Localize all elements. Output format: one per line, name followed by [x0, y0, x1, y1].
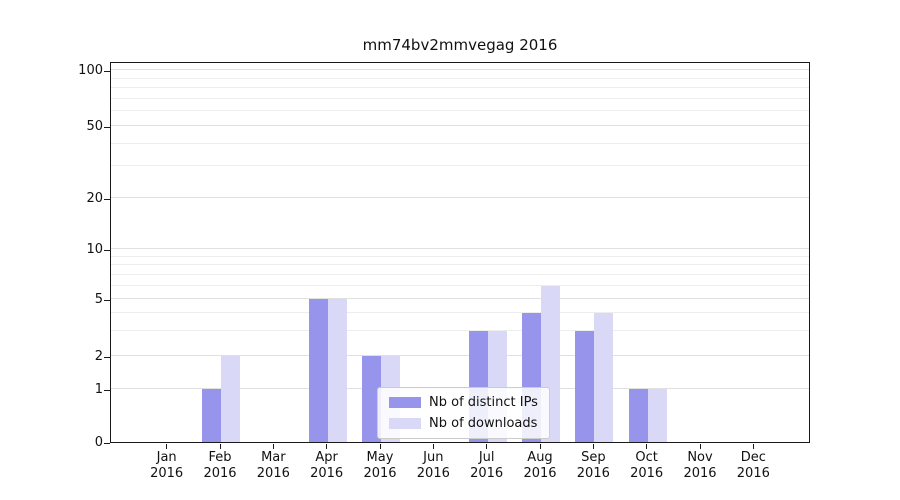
bar-nb-of-distinct-ips — [628, 389, 648, 442]
x-tick-label: Dec 2016 — [736, 450, 770, 481]
gridline-40 — [111, 142, 809, 144]
x-tick-label: Sep 2016 — [576, 450, 610, 481]
gridline-7 — [111, 273, 809, 275]
gridline-20 — [111, 197, 809, 198]
gridline-2 — [111, 355, 809, 356]
gridline-4 — [111, 311, 809, 313]
x-tick-label: Jan 2016 — [150, 450, 184, 481]
x-tick-label: Nov 2016 — [683, 450, 717, 481]
x-tick-mark — [219, 444, 221, 449]
gridline-70 — [111, 97, 809, 99]
gridline-5 — [111, 298, 809, 299]
y-tick-label: 5 — [94, 292, 103, 307]
bar-nb-of-downloads — [327, 299, 347, 442]
x-tick-mark — [432, 444, 434, 449]
y-tick-label: 0 — [94, 435, 103, 450]
plot-area — [110, 62, 810, 443]
y-tick-label: 50 — [86, 119, 103, 134]
x-tick-label: Jun 2016 — [416, 450, 450, 481]
gridline-50 — [111, 125, 809, 126]
bar-nb-of-downloads — [594, 312, 614, 442]
legend: Nb of distinct IPs Nb of downloads — [377, 387, 550, 439]
x-tick-mark — [272, 444, 274, 449]
y-tick-mark — [104, 300, 110, 301]
y-tick-mark — [104, 357, 110, 358]
x-tick-mark — [166, 444, 168, 449]
x-tick-mark — [486, 444, 488, 449]
bar-nb-of-distinct-ips — [575, 330, 595, 442]
bar-nb-of-downloads — [647, 389, 667, 442]
gridline-9 — [111, 255, 809, 257]
gridline-90 — [111, 77, 809, 79]
bar-nb-of-distinct-ips — [362, 356, 381, 442]
legend-label: Nb of downloads — [429, 416, 538, 431]
legend-swatch — [389, 397, 421, 408]
bar-nb-of-downloads — [221, 356, 240, 442]
gridline-100 — [111, 69, 809, 70]
y-tick-mark — [104, 71, 110, 72]
legend-label: Nb of distinct IPs — [429, 395, 538, 410]
legend-row: Nb of distinct IPs — [389, 395, 538, 410]
gridline-3 — [111, 329, 809, 331]
bar-nb-of-distinct-ips — [202, 389, 221, 442]
x-tick-label: Oct 2016 — [630, 450, 664, 481]
bar-nb-of-distinct-ips — [308, 299, 328, 442]
legend-swatch — [389, 418, 421, 429]
y-tick-mark — [104, 443, 110, 444]
x-tick-label: Aug 2016 — [523, 450, 557, 481]
y-tick-mark — [104, 250, 110, 251]
x-tick-mark — [646, 444, 648, 449]
x-tick-label: Jul 2016 — [470, 450, 504, 481]
y-tick-mark — [104, 199, 110, 200]
y-tick-mark — [104, 127, 110, 128]
x-tick-mark — [752, 444, 754, 449]
x-tick-mark — [379, 444, 381, 449]
x-tick-label: May 2016 — [363, 450, 397, 481]
x-tick-mark — [592, 444, 594, 449]
x-tick-label: Apr 2016 — [310, 450, 344, 481]
chart-title: mm74bv2mmvegag 2016 — [362, 36, 558, 54]
x-tick-mark — [539, 444, 541, 449]
gridline-30 — [111, 165, 809, 167]
gridline-8 — [111, 264, 809, 266]
y-tick-label: 2 — [94, 349, 103, 364]
y-tick-label: 20 — [86, 191, 103, 206]
gridline-80 — [111, 87, 809, 89]
gridline-10 — [111, 248, 809, 249]
x-tick-label: Mar 2016 — [256, 450, 290, 481]
y-tick-label: 10 — [86, 242, 103, 257]
x-tick-mark — [326, 444, 328, 449]
y-tick-label: 100 — [78, 63, 103, 78]
gridline-6 — [111, 284, 809, 286]
y-tick-mark — [104, 390, 110, 391]
legend-row: Nb of downloads — [389, 416, 538, 431]
gridline-60 — [111, 110, 809, 112]
x-tick-label: Feb 2016 — [203, 450, 237, 481]
x-tick-mark — [699, 444, 701, 449]
y-tick-label: 1 — [94, 382, 103, 397]
